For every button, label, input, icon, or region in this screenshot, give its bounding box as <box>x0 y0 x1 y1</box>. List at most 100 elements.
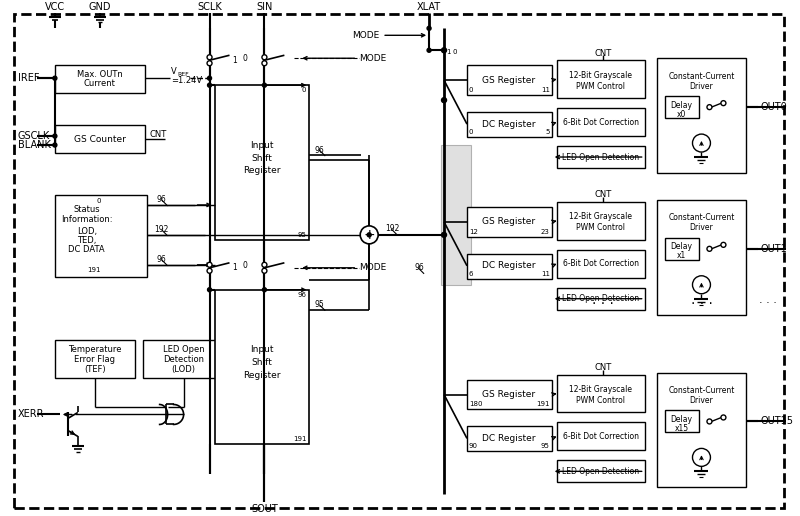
Bar <box>467 426 552 452</box>
Circle shape <box>207 76 211 80</box>
Text: SIN: SIN <box>256 3 273 12</box>
Text: =1.24V: =1.24V <box>170 76 202 85</box>
Bar <box>557 288 645 310</box>
Circle shape <box>207 262 212 267</box>
Text: Error Flag: Error Flag <box>74 355 115 364</box>
Text: . . .: . . . <box>592 293 614 307</box>
Text: 95: 95 <box>314 300 324 309</box>
Bar <box>467 207 552 237</box>
Text: 96: 96 <box>157 196 166 204</box>
Text: Register: Register <box>242 167 280 175</box>
Bar <box>557 60 645 98</box>
Bar <box>214 290 310 444</box>
Circle shape <box>721 243 726 247</box>
Circle shape <box>693 134 710 152</box>
Text: Constant-Current: Constant-Current <box>668 386 734 395</box>
Circle shape <box>721 101 726 106</box>
Text: Shift: Shift <box>251 154 272 163</box>
Text: GND: GND <box>89 3 111 12</box>
Bar <box>557 250 645 278</box>
Text: 191: 191 <box>293 437 306 442</box>
Circle shape <box>721 415 726 420</box>
Text: 6-Bit Dot Correction: 6-Bit Dot Correction <box>562 432 638 441</box>
Text: 96: 96 <box>414 263 424 272</box>
Text: 23: 23 <box>541 229 550 235</box>
Text: CNT: CNT <box>594 363 611 372</box>
Text: 192: 192 <box>385 224 399 233</box>
Text: Delay: Delay <box>670 243 693 251</box>
Text: 0: 0 <box>469 129 474 135</box>
Circle shape <box>53 143 57 147</box>
Bar <box>657 200 746 315</box>
Text: 192: 192 <box>154 225 169 234</box>
Text: MODE: MODE <box>359 263 386 272</box>
Text: TED,: TED, <box>77 236 97 245</box>
Text: XERR: XERR <box>18 410 45 420</box>
Circle shape <box>207 268 212 273</box>
Text: . . .: . . . <box>759 295 778 305</box>
Text: Driver: Driver <box>690 82 714 91</box>
Bar <box>467 254 552 279</box>
Bar <box>557 108 645 136</box>
Bar <box>55 65 145 93</box>
Text: Register: Register <box>242 371 280 380</box>
Text: GS Register: GS Register <box>482 76 535 85</box>
Text: . . .: . . . <box>690 293 713 307</box>
Text: LED Open Detection: LED Open Detection <box>562 294 639 303</box>
Text: GS Register: GS Register <box>482 217 535 227</box>
Text: Delay: Delay <box>670 415 693 424</box>
Text: 0: 0 <box>96 198 101 204</box>
Text: PWM Control: PWM Control <box>576 223 625 232</box>
Text: IREF: IREF <box>18 73 39 83</box>
Text: GS Register: GS Register <box>482 390 535 399</box>
Text: x0: x0 <box>677 109 686 119</box>
Text: 11: 11 <box>541 271 550 277</box>
Text: 96: 96 <box>157 255 166 264</box>
Bar <box>55 340 134 378</box>
Text: CNT: CNT <box>150 130 167 139</box>
Text: 95: 95 <box>298 232 306 238</box>
Text: 0: 0 <box>469 87 474 93</box>
Text: DC Register: DC Register <box>482 434 536 443</box>
Text: Temperature: Temperature <box>68 345 122 354</box>
Text: CNT: CNT <box>594 49 611 58</box>
Text: LOD,: LOD, <box>77 228 97 236</box>
Text: V: V <box>170 67 176 76</box>
Text: GS Counter: GS Counter <box>74 135 126 143</box>
Text: 0: 0 <box>242 261 247 270</box>
Text: CNT: CNT <box>594 190 611 200</box>
Text: REF: REF <box>178 72 190 77</box>
Text: Constant-Current: Constant-Current <box>668 72 734 80</box>
Text: PWM Control: PWM Control <box>576 396 625 405</box>
Text: Information:: Information: <box>61 215 113 224</box>
Bar <box>657 373 746 487</box>
Bar <box>665 96 699 118</box>
Text: 5: 5 <box>546 129 550 135</box>
Text: 12: 12 <box>469 229 478 235</box>
Text: 11: 11 <box>541 87 550 93</box>
Text: SCLK: SCLK <box>197 3 222 12</box>
Text: 1: 1 <box>232 263 237 272</box>
Text: Constant-Current: Constant-Current <box>668 214 734 222</box>
Text: DC Register: DC Register <box>482 261 536 270</box>
Circle shape <box>707 419 712 424</box>
Circle shape <box>207 288 211 292</box>
Bar <box>557 146 645 168</box>
Text: OUT1: OUT1 <box>760 244 787 254</box>
Text: Shift: Shift <box>251 358 272 367</box>
Circle shape <box>367 233 371 237</box>
Text: 12-Bit Grayscale: 12-Bit Grayscale <box>569 71 632 79</box>
Circle shape <box>262 262 267 267</box>
Text: OUT15: OUT15 <box>760 416 794 426</box>
Circle shape <box>262 61 267 66</box>
Text: SOUT: SOUT <box>251 504 278 514</box>
Text: LED Open Detection: LED Open Detection <box>562 153 639 162</box>
Text: 0: 0 <box>453 49 458 55</box>
Circle shape <box>207 55 212 60</box>
Text: XLAT: XLAT <box>417 3 441 12</box>
Bar <box>467 65 552 95</box>
Text: 0: 0 <box>302 87 306 93</box>
Text: VCC: VCC <box>45 3 65 12</box>
Text: 6: 6 <box>469 271 474 277</box>
Text: x15: x15 <box>674 424 689 433</box>
